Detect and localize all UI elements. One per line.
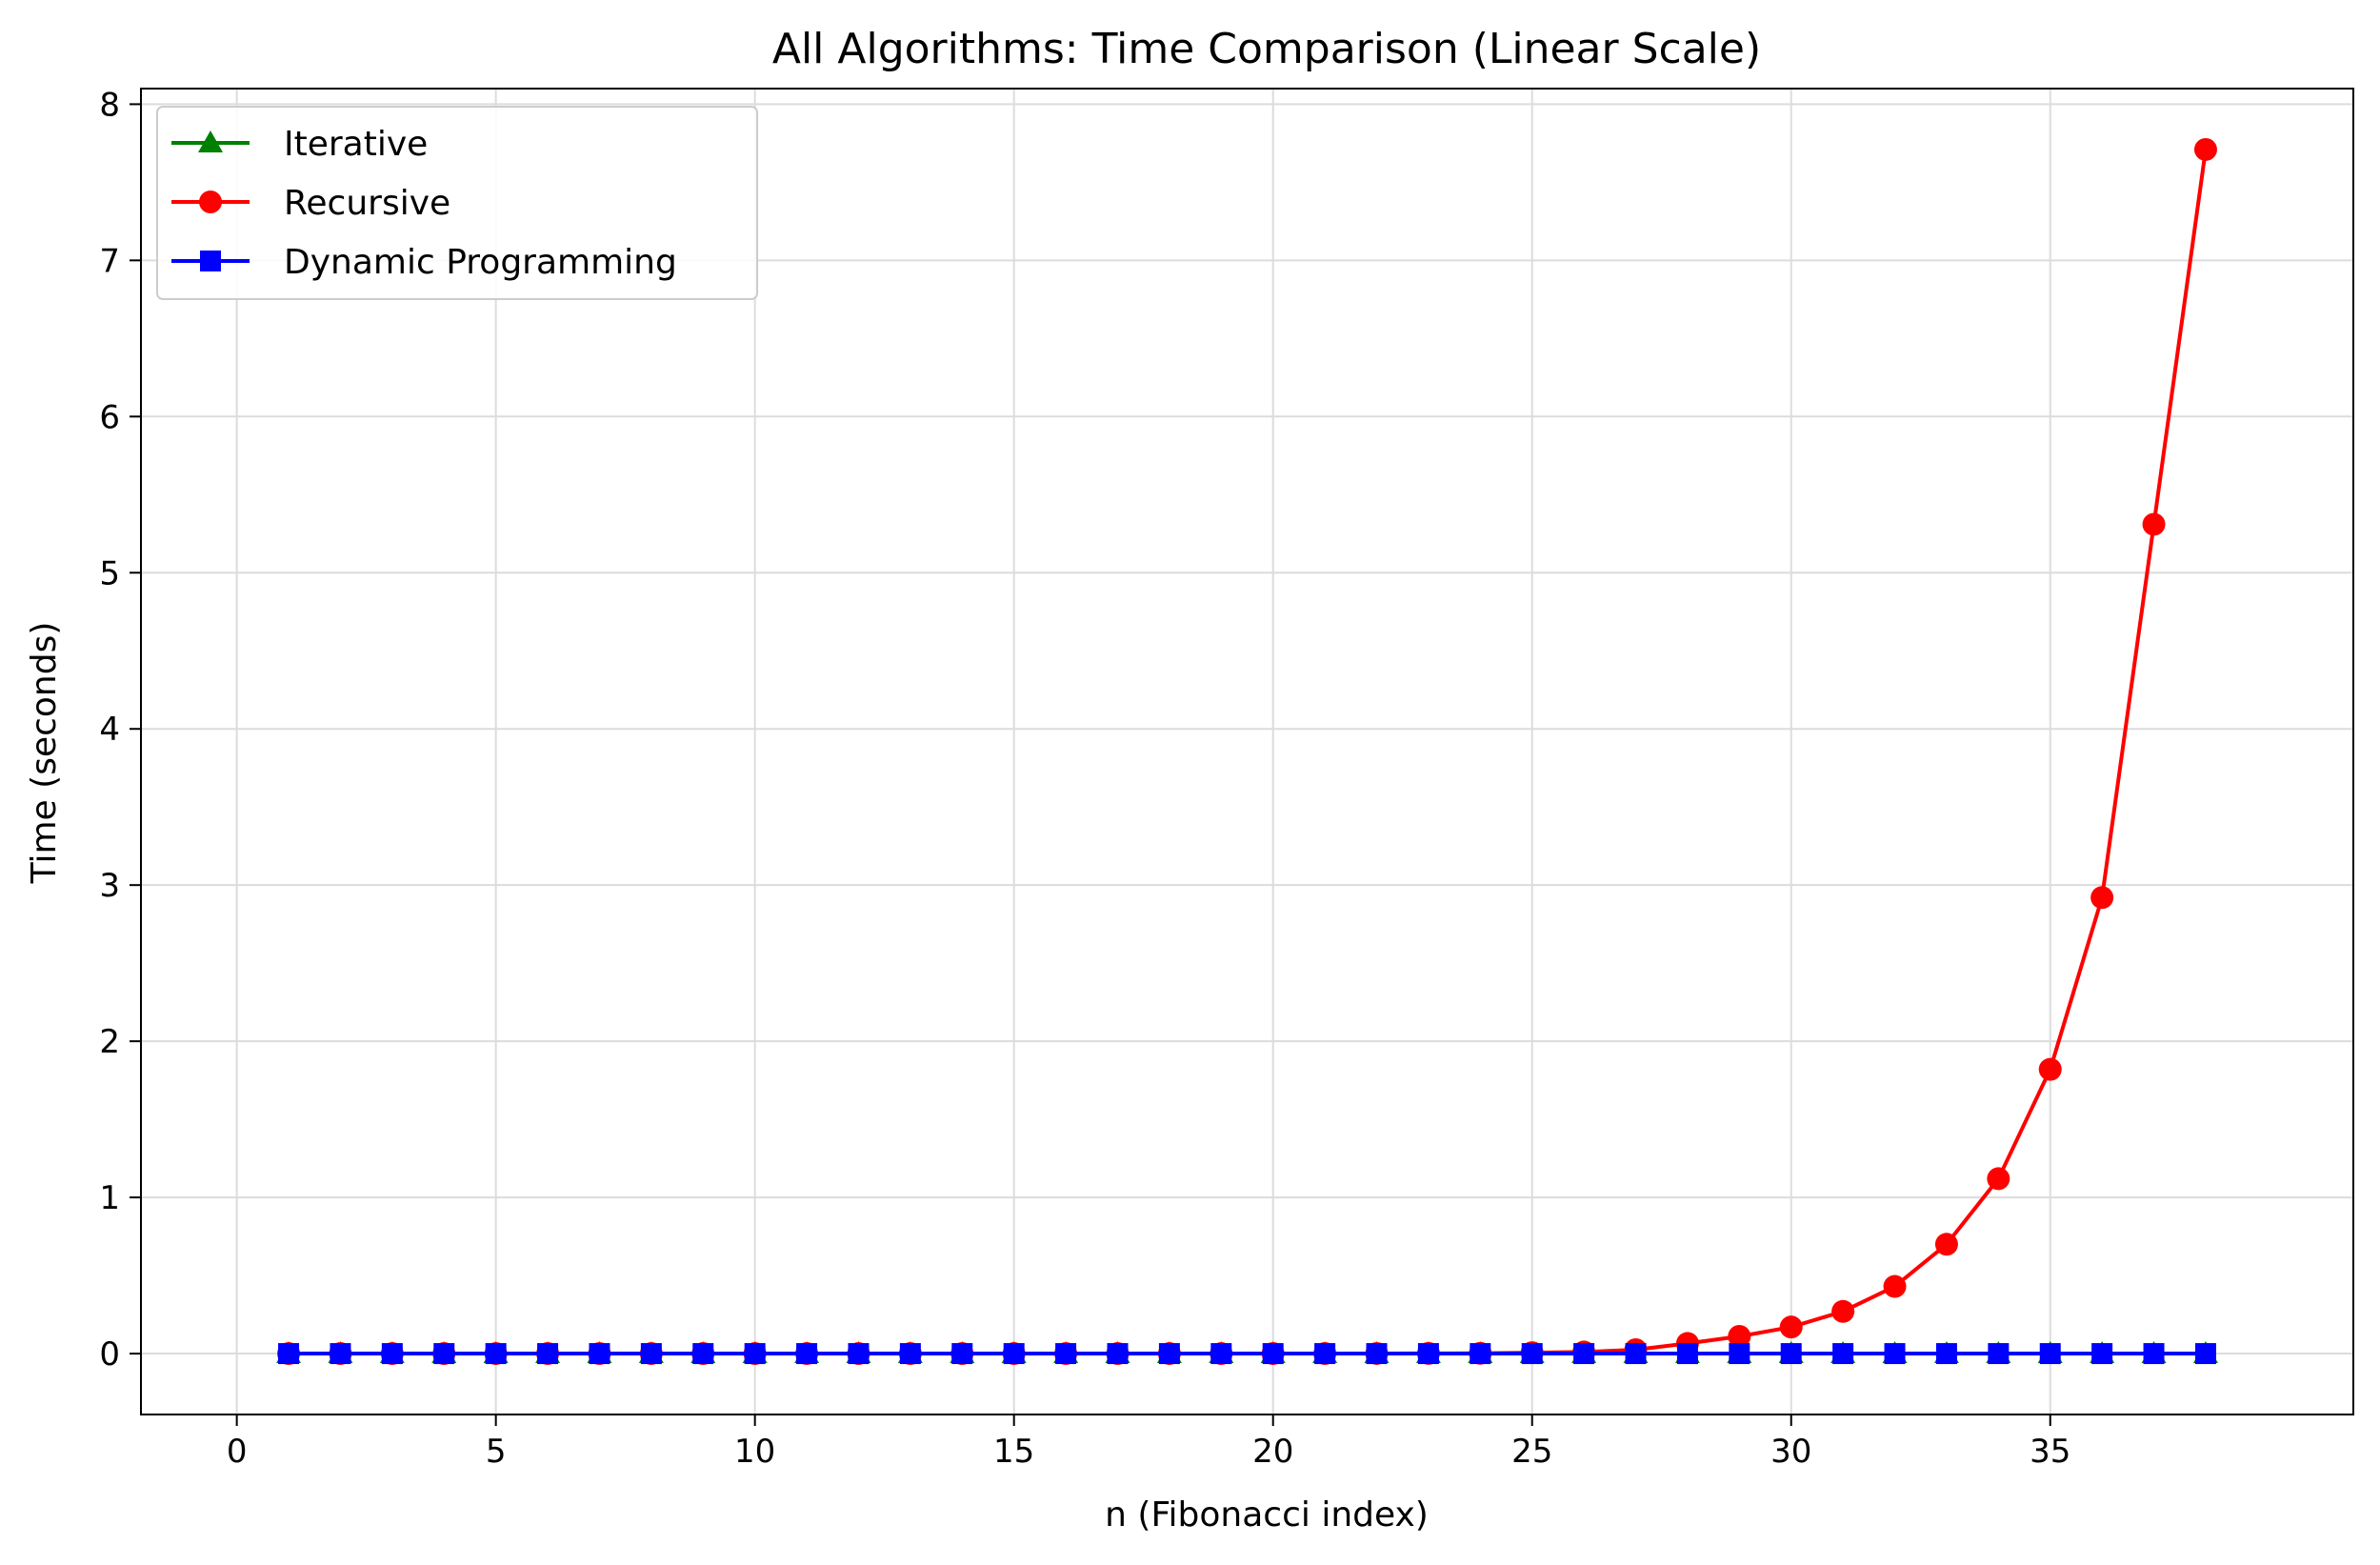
plot-frame [140,88,2354,1415]
series-line [289,149,2208,1356]
y-tick-label: 7 [99,242,120,280]
x-tick-label: 0 [227,1433,248,1471]
data-point [381,1343,403,1365]
data-point [2039,1343,2061,1365]
data-point [2142,512,2166,536]
data-point [1728,1325,1751,1349]
x-tick-label: 20 [1252,1433,1293,1471]
data-point [1158,1343,1180,1365]
data-point [2090,886,2114,910]
legend-label: Recursive [284,184,450,223]
data-point [433,1343,455,1365]
data-point [1262,1343,1284,1365]
data-point [2193,137,2217,161]
data-point [1779,1315,1803,1339]
data-point [278,1343,300,1365]
data-point [537,1343,559,1365]
data-point [640,1343,662,1365]
data-point [1210,1343,1232,1365]
data-point [1831,1299,1855,1323]
legend-item: Recursive [171,184,450,223]
y-tick-label: 1 [99,1179,120,1217]
data-point [1107,1343,1129,1365]
data-point [1573,1343,1595,1365]
data-point [692,1343,714,1365]
chart-title: All Algorithms: Time Comparison (Linear … [772,25,1761,73]
data-point [1884,1343,1906,1365]
x-tick-label: 15 [993,1433,1034,1471]
legend-label: Iterative [284,125,428,164]
x-tick-label: 25 [1511,1433,1552,1471]
data-point [899,1343,921,1365]
data-point [1055,1343,1077,1365]
y-tick-label: 8 [99,86,120,124]
data-point [744,1343,766,1365]
legend-item: Iterative [171,125,428,164]
series-dynamic-programming [278,1343,2216,1365]
data-point [1934,1233,1958,1256]
data-point [848,1343,870,1365]
data-point [1729,1343,1750,1365]
y-axis-label: Time (seconds) [25,622,64,885]
data-point [1832,1343,1854,1365]
data-point [1883,1274,1907,1298]
y-tick-label: 2 [99,1023,120,1061]
x-tick-label: 35 [2030,1433,2070,1471]
data-point [485,1343,507,1365]
x-tick-label: 30 [1770,1433,1811,1471]
axis-ticks: 0 5 10 15 20 25 30 35 0 1 2 3 4 5 6 7 8 [99,86,2070,1471]
data-point [1625,1343,1647,1365]
y-tick-label: 5 [99,554,120,592]
data-point [796,1343,818,1365]
y-tick-label: 3 [99,867,120,905]
data-point [1521,1343,1543,1365]
data-point [1417,1343,1439,1365]
legend: Iterative Recursive Dynamic Programming [156,106,758,300]
data-point [1935,1343,1957,1365]
series-recursive [277,137,2217,1366]
x-tick-label: 5 [486,1433,507,1471]
legend-marker [199,191,222,213]
y-tick-label: 4 [99,711,120,749]
data-point [1988,1343,2010,1365]
data-point [2143,1343,2165,1365]
data-point [1470,1343,1491,1365]
data-point [2038,1057,2062,1081]
series-layer [276,137,2218,1366]
legend-box [156,106,758,300]
grid [141,89,2353,1415]
data-point [1676,1343,1698,1365]
data-point [589,1343,610,1365]
legend-item: Dynamic Programming [171,243,677,282]
data-point [1987,1167,2010,1191]
data-point [2194,1343,2216,1365]
y-tick-label: 6 [99,398,120,436]
legend-marker [200,251,221,271]
data-point [1003,1343,1025,1365]
legend-label: Dynamic Programming [284,243,677,282]
data-point [1780,1343,1802,1365]
legend-marker [198,130,223,152]
y-tick-label: 0 [99,1335,120,1374]
data-point [951,1343,973,1365]
data-point [2091,1343,2113,1365]
x-axis-label: n (Fibonacci index) [1105,1495,1429,1535]
data-point [1314,1343,1336,1365]
data-point [1366,1343,1388,1365]
data-point [330,1343,351,1365]
x-tick-label: 10 [734,1433,775,1471]
